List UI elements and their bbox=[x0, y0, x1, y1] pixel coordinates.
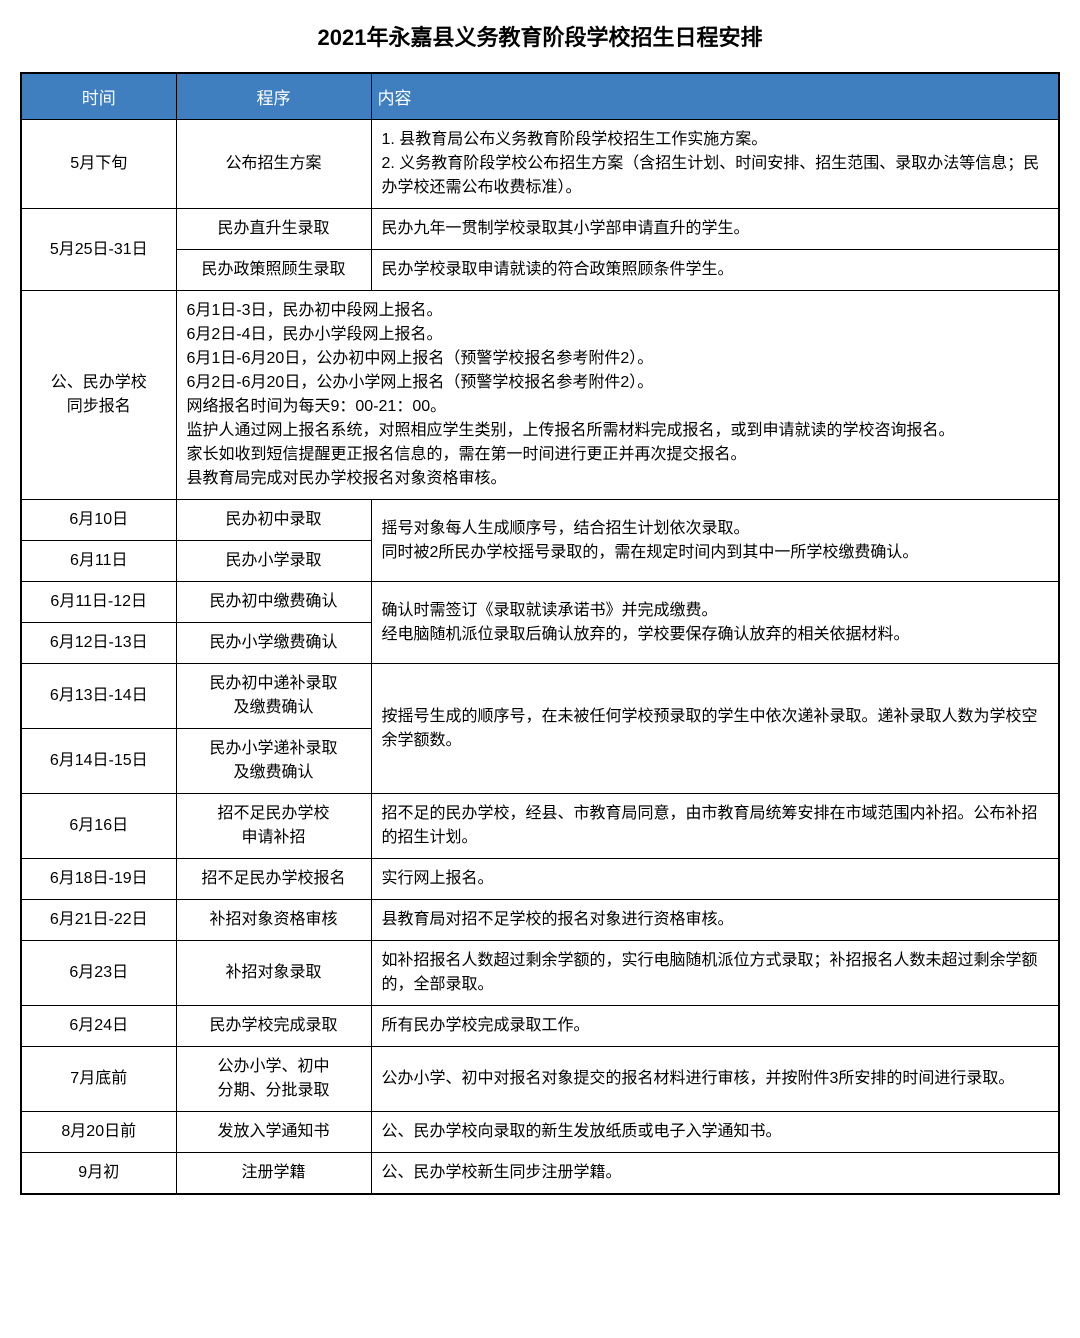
table-row: 8月20日前 发放入学通知书 公、民办学校向录取的新生发放纸质或电子入学通知书。 bbox=[21, 1112, 1059, 1153]
table-row: 6月10日 民办初中录取 摇号对象每人生成顺序号，结合招生计划依次录取。 同时被… bbox=[21, 500, 1059, 541]
cell-proc: 民办小学递补录取 及缴费确认 bbox=[176, 729, 371, 794]
cell-content: 县教育局对招不足学校的报名对象进行资格审核。 bbox=[371, 900, 1059, 941]
schedule-table: 时间 程序 内容 5月下旬 公布招生方案 1. 县教育局公布义务教育阶段学校招生… bbox=[20, 72, 1060, 1195]
cell-time: 6月11日-12日 bbox=[21, 582, 176, 623]
cell-content: 6月1日-3日，民办初中段网上报名。 6月2日-4日，民办小学段网上报名。 6月… bbox=[176, 291, 1059, 500]
page-title: 2021年永嘉县义务教育阶段学校招生日程安排 bbox=[20, 20, 1060, 52]
table-row: 6月18日-19日 招不足民办学校报名 实行网上报名。 bbox=[21, 859, 1059, 900]
cell-proc: 民办直升生录取 bbox=[176, 209, 371, 250]
cell-proc: 民办初中递补录取 及缴费确认 bbox=[176, 664, 371, 729]
cell-content: 所有民办学校完成录取工作。 bbox=[371, 1006, 1059, 1047]
cell-content: 招不足的民办学校，经县、市教育局同意，由市教育局统筹安排在市域范围内补招。公布补… bbox=[371, 794, 1059, 859]
cell-time: 6月23日 bbox=[21, 941, 176, 1006]
cell-content: 确认时需签订《录取就读承诺书》并完成缴费。 经电脑随机派位录取后确认放弃的，学校… bbox=[371, 582, 1059, 664]
cell-proc: 民办学校完成录取 bbox=[176, 1006, 371, 1047]
cell-content: 1. 县教育局公布义务教育阶段学校招生工作实施方案。 2. 义务教育阶段学校公布… bbox=[371, 120, 1059, 209]
cell-content: 公办小学、初中对报名对象提交的报名材料进行审核，并按附件3所安排的时间进行录取。 bbox=[371, 1047, 1059, 1112]
cell-time: 6月21日-22日 bbox=[21, 900, 176, 941]
cell-proc: 民办小学缴费确认 bbox=[176, 623, 371, 664]
cell-proc: 注册学籍 bbox=[176, 1153, 371, 1195]
cell-proc: 发放入学通知书 bbox=[176, 1112, 371, 1153]
header-content: 内容 bbox=[371, 73, 1059, 120]
table-row: 7月底前 公办小学、初中 分期、分批录取 公办小学、初中对报名对象提交的报名材料… bbox=[21, 1047, 1059, 1112]
cell-time: 7月底前 bbox=[21, 1047, 176, 1112]
table-row: 5月25日-31日 民办直升生录取 民办九年一贯制学校录取其小学部申请直升的学生… bbox=[21, 209, 1059, 250]
table-row: 6月23日 补招对象录取 如补招报名人数超过剩余学额的，实行电脑随机派位方式录取… bbox=[21, 941, 1059, 1006]
cell-time: 5月下旬 bbox=[21, 120, 176, 209]
table-row: 5月下旬 公布招生方案 1. 县教育局公布义务教育阶段学校招生工作实施方案。 2… bbox=[21, 120, 1059, 209]
table-row: 9月初 注册学籍 公、民办学校新生同步注册学籍。 bbox=[21, 1153, 1059, 1195]
cell-time: 6月16日 bbox=[21, 794, 176, 859]
table-row: 民办政策照顾生录取 民办学校录取申请就读的符合政策照顾条件学生。 bbox=[21, 250, 1059, 291]
table-row: 6月16日 招不足民办学校 申请补招 招不足的民办学校，经县、市教育局同意，由市… bbox=[21, 794, 1059, 859]
cell-proc: 民办初中缴费确认 bbox=[176, 582, 371, 623]
cell-time: 6月24日 bbox=[21, 1006, 176, 1047]
table-row: 公、民办学校 同步报名 6月1日-3日，民办初中段网上报名。 6月2日-4日，民… bbox=[21, 291, 1059, 500]
cell-proc: 补招对象录取 bbox=[176, 941, 371, 1006]
cell-content: 如补招报名人数超过剩余学额的，实行电脑随机派位方式录取；补招报名人数未超过剩余学… bbox=[371, 941, 1059, 1006]
cell-content: 摇号对象每人生成顺序号，结合招生计划依次录取。 同时被2所民办学校摇号录取的，需… bbox=[371, 500, 1059, 582]
table-row: 6月11日-12日 民办初中缴费确认 确认时需签订《录取就读承诺书》并完成缴费。… bbox=[21, 582, 1059, 623]
cell-time: 6月12日-13日 bbox=[21, 623, 176, 664]
cell-proc: 民办小学录取 bbox=[176, 541, 371, 582]
cell-time: 公、民办学校 同步报名 bbox=[21, 291, 176, 500]
header-time: 时间 bbox=[21, 73, 176, 120]
cell-proc: 民办政策照顾生录取 bbox=[176, 250, 371, 291]
table-row: 6月24日 民办学校完成录取 所有民办学校完成录取工作。 bbox=[21, 1006, 1059, 1047]
cell-time: 6月14日-15日 bbox=[21, 729, 176, 794]
cell-content: 公、民办学校向录取的新生发放纸质或电子入学通知书。 bbox=[371, 1112, 1059, 1153]
cell-proc: 民办初中录取 bbox=[176, 500, 371, 541]
header-row: 时间 程序 内容 bbox=[21, 73, 1059, 120]
cell-time: 5月25日-31日 bbox=[21, 209, 176, 291]
cell-time: 6月18日-19日 bbox=[21, 859, 176, 900]
table-row: 6月21日-22日 补招对象资格审核 县教育局对招不足学校的报名对象进行资格审核… bbox=[21, 900, 1059, 941]
cell-proc: 招不足民办学校 申请补招 bbox=[176, 794, 371, 859]
cell-time: 6月10日 bbox=[21, 500, 176, 541]
cell-content: 按摇号生成的顺序号，在未被任何学校预录取的学生中依次递补录取。递补录取人数为学校… bbox=[371, 664, 1059, 794]
cell-proc: 招不足民办学校报名 bbox=[176, 859, 371, 900]
cell-proc: 公办小学、初中 分期、分批录取 bbox=[176, 1047, 371, 1112]
cell-time: 8月20日前 bbox=[21, 1112, 176, 1153]
cell-time: 6月13日-14日 bbox=[21, 664, 176, 729]
cell-content: 民办九年一贯制学校录取其小学部申请直升的学生。 bbox=[371, 209, 1059, 250]
cell-time: 9月初 bbox=[21, 1153, 176, 1195]
cell-time: 6月11日 bbox=[21, 541, 176, 582]
cell-proc: 公布招生方案 bbox=[176, 120, 371, 209]
table-row: 6月13日-14日 民办初中递补录取 及缴费确认 按摇号生成的顺序号，在未被任何… bbox=[21, 664, 1059, 729]
cell-content: 公、民办学校新生同步注册学籍。 bbox=[371, 1153, 1059, 1195]
header-proc: 程序 bbox=[176, 73, 371, 120]
cell-content: 民办学校录取申请就读的符合政策照顾条件学生。 bbox=[371, 250, 1059, 291]
cell-content: 实行网上报名。 bbox=[371, 859, 1059, 900]
cell-proc: 补招对象资格审核 bbox=[176, 900, 371, 941]
